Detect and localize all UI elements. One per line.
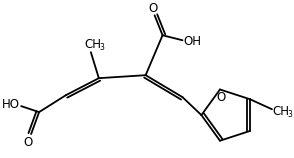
- Text: O: O: [216, 91, 225, 104]
- Text: O: O: [24, 136, 33, 149]
- Text: CH: CH: [84, 38, 101, 51]
- Text: HO: HO: [2, 98, 20, 111]
- Text: OH: OH: [183, 35, 201, 48]
- Text: CH: CH: [273, 105, 289, 118]
- Text: 3: 3: [99, 43, 104, 52]
- Text: 3: 3: [288, 110, 292, 119]
- Text: O: O: [148, 2, 157, 15]
